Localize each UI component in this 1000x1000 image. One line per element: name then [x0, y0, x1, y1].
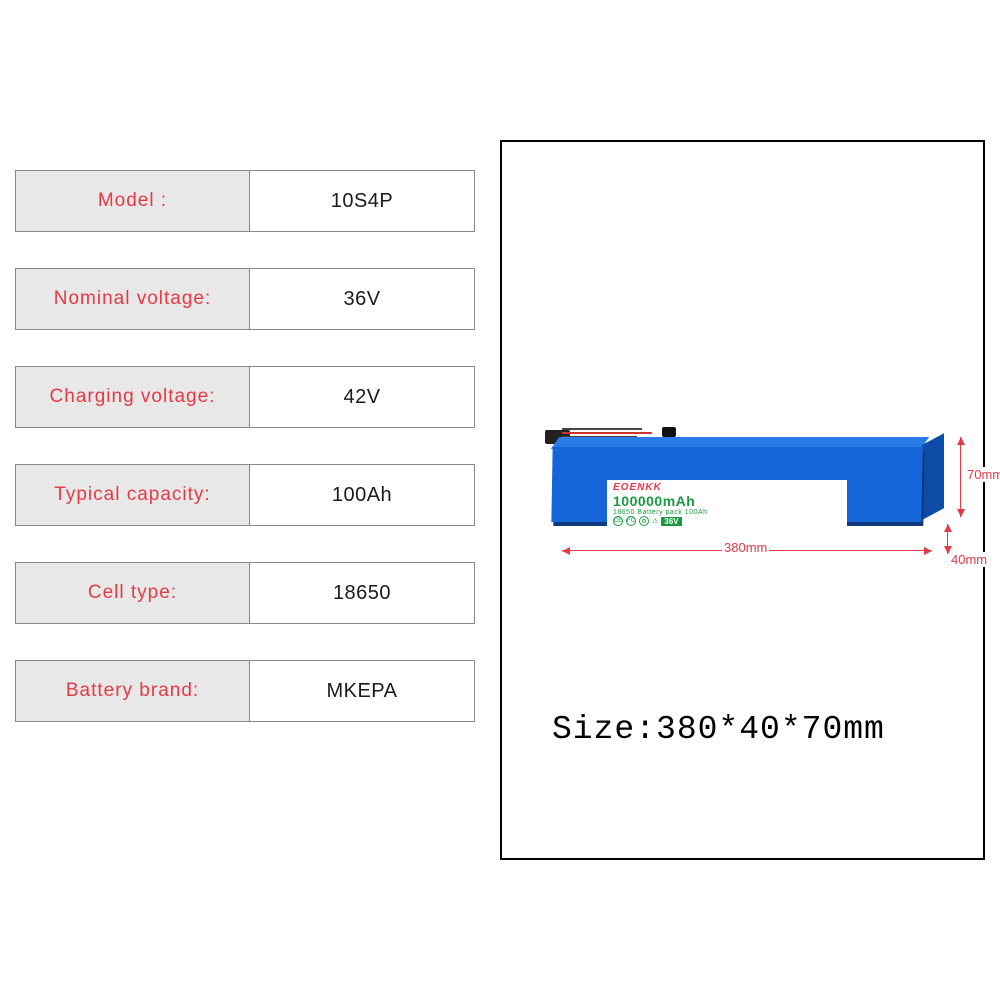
sticker-capacity: 100000mAh	[613, 493, 841, 509]
battery-label-sticker: EOENKK 100000mAh 18650 Battery pack 100A…	[607, 480, 847, 532]
spec-row-capacity: Typical capacity: 100Ah	[15, 464, 475, 526]
spec-label: Battery brand:	[15, 660, 250, 722]
recycle-icon: ♻	[639, 516, 649, 526]
ce-icon: CE	[613, 516, 623, 526]
sticker-voltage: 36V	[661, 517, 681, 526]
spec-value: 36V	[250, 268, 475, 330]
dim-arrow-width	[947, 524, 948, 554]
product-image-panel: EOENKK 100000mAh 18650 Battery pack 100A…	[500, 140, 985, 860]
spec-label: Cell type:	[15, 562, 250, 624]
spec-row-charging: Charging voltage: 42V	[15, 366, 475, 428]
dim-label-height: 70mm	[965, 467, 1000, 482]
sticker-cert-row: CE FC ♻ ⚠ 36V	[613, 516, 841, 526]
main-container: Model : 10S4P Nominal voltage: 36V Charg…	[0, 0, 1000, 1000]
warning-icon: ⚠	[652, 517, 658, 525]
spec-value: 42V	[250, 366, 475, 428]
battery-illustration: EOENKK 100000mAh 18650 Battery pack 100A…	[542, 412, 953, 592]
spec-label: Model :	[15, 170, 250, 232]
spec-value: 100Ah	[250, 464, 475, 526]
spec-row-model: Model : 10S4P	[15, 170, 475, 232]
spec-value: 18650	[250, 562, 475, 624]
dim-label-width: 40mm	[949, 552, 989, 567]
spec-label: Nominal voltage:	[15, 268, 250, 330]
dim-arrow-height	[960, 437, 961, 517]
spec-table: Model : 10S4P Nominal voltage: 36V Charg…	[15, 140, 475, 860]
battery-side-face	[922, 433, 944, 520]
spec-value: MKEPA	[250, 660, 475, 722]
spec-row-voltage: Nominal voltage: 36V	[15, 268, 475, 330]
spec-label: Charging voltage:	[15, 366, 250, 428]
size-text: Size:380*40*70mm	[552, 711, 885, 748]
spec-label: Typical capacity:	[15, 464, 250, 526]
spec-row-celltype: Cell type: 18650	[15, 562, 475, 624]
sticker-desc: 18650 Battery pack 100Ah	[613, 509, 841, 516]
dim-label-length: 380mm	[722, 540, 769, 555]
spec-value: 10S4P	[250, 170, 475, 232]
spec-row-brand: Battery brand: MKEPA	[15, 660, 475, 722]
fc-icon: FC	[626, 516, 636, 526]
sticker-brand: EOENKK	[613, 482, 841, 493]
